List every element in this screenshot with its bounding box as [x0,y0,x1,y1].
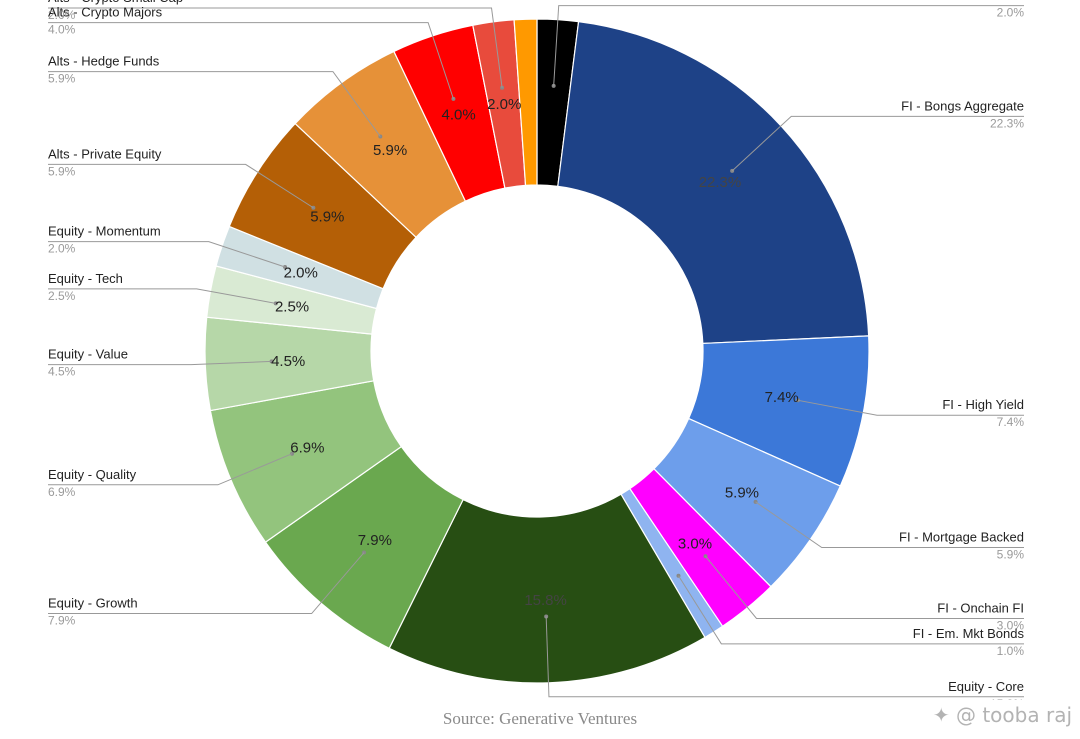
donut-chart: 22.3% 7.4% 5.9% 3.0% 15.8% 7.9% 6.9% 4.5% 2.5% 2.… [48,0,1024,700]
leader-line [553,5,1024,86]
legend-value: 5.9% [997,548,1025,562]
legend-value: 3.0% [997,618,1025,632]
leader-line [48,163,314,209]
legend-label: Equity - Tech [48,271,123,286]
legend-label: Cash - USD [955,0,1024,3]
legend-value: 2.0% [48,242,76,256]
inner-value-label: 7.9% [358,532,392,549]
leader-line [48,241,286,268]
leader-line [48,7,503,88]
legend-value: 15.8% [990,697,1024,700]
legend-value: 7.9% [48,614,76,628]
leader-line [705,555,1024,619]
legend-label: FI - Em. Mkt Bonds [913,626,1025,641]
leader-line [797,399,1024,416]
leader-line [48,552,365,615]
inner-value-label: 22.3% [699,174,742,191]
leader-line [755,501,1024,549]
inner-value-label: 15.8% [524,592,567,609]
legend-label: FI - High Yield [942,397,1024,412]
legend-value: 6.9% [48,485,76,499]
leader-line [48,22,454,100]
source-caption: Source: Generative Ventures [442,709,638,728]
legend-label: FI - Onchain FI [937,600,1024,615]
legend-value: 1.0% [997,644,1025,658]
leader-line [48,453,293,486]
legend-value: 4.0% [48,23,76,37]
legend-value: 5.9% [48,164,76,178]
legend-label: Equity - Quality [48,467,137,482]
inner-value-label: 2.0% [284,264,318,281]
leader-line [731,115,1024,172]
legend-labels: Cash - USD 2.0% FI - Bongs Aggregate 22.3% F… [48,0,1024,700]
legend-value: 7.4% [997,415,1025,429]
legend-label: Equity - Growth [48,596,138,611]
legend-value: 2.0% [997,6,1025,20]
legend-label: Alts - Crypto Majors [48,5,163,20]
legend-label: FI - Mortgage Backed [899,530,1024,545]
legend-label: Equity - Core [948,679,1024,694]
inner-value-label: 5.9% [310,209,344,226]
watermark-text: @ tooba raj [955,703,1072,727]
legend-value: 2.0% [48,8,76,22]
slice-fi-bongs-aggregate [557,20,870,345]
donut-slices [204,18,870,684]
legend-label: Alts - Private Equity [48,146,162,161]
leader-line [48,288,276,304]
legend-label: Equity - Value [48,347,128,362]
legend-value: 22.3% [990,116,1024,130]
watermark-logo-icon: ✦ [932,703,950,727]
leader-lines [48,5,1024,698]
legend-label: Alts - Crypto Small Cap [48,0,183,5]
inner-value-label: 4.0% [442,107,476,124]
legend-label: FI - Bongs Aggregate [901,98,1024,113]
legend-label: Equity - Momentum [48,224,161,239]
inner-value-label: 2.0% [487,96,521,113]
legend-value: 5.9% [48,72,76,86]
leader-line [545,616,1024,698]
legend-value: 2.5% [48,289,76,303]
inner-value-label: 2.5% [275,298,309,315]
leader-line [678,575,1024,645]
watermark: ✦ @ tooba raj [933,703,1072,727]
slice-unlabeled-16 [513,18,538,187]
legend-value: 4.5% [48,365,76,379]
inner-value-label: 6.9% [290,439,324,456]
inner-value-label: 3.0% [678,535,712,552]
inner-value-label: 5.9% [373,142,407,159]
legend-label: Alts - Hedge Funds [48,54,160,69]
leader-line [48,71,381,137]
inner-value-label: 5.9% [725,484,759,501]
inner-value-label: 7.4% [765,389,799,406]
leader-line [48,360,272,366]
inner-value-labels: 22.3% 7.4% 5.9% 3.0% 15.8% 7.9% 6.9% 4.5% 2.5% 2.… [271,96,799,609]
slice-equity-core [388,493,706,684]
inner-value-label: 4.5% [271,353,305,370]
